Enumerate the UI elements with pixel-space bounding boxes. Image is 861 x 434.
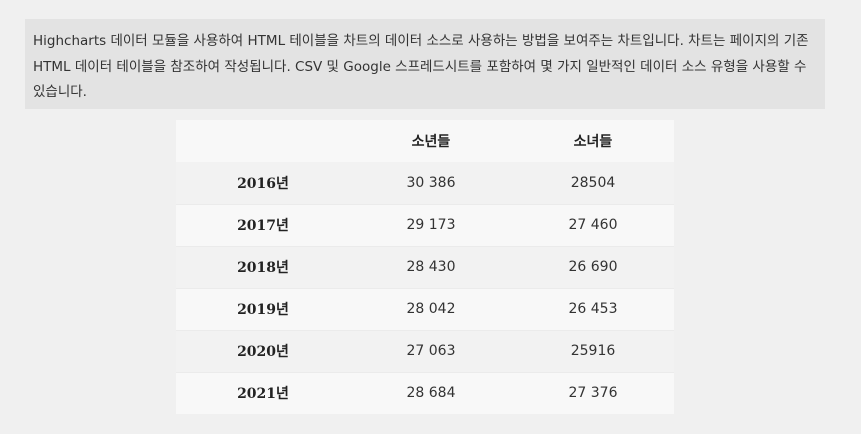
cell-girls: 26 690 [512,245,674,288]
row-year: 2017년 [176,203,350,246]
data-table-container: 소년들 소녀들 2016년 30 386 28504 2017년 29 173 … [176,120,674,416]
header-boys: 소년들 [350,120,512,162]
cell-boys: 28 042 [350,287,512,330]
table-row: 2017년 29 173 27 460 [176,203,674,246]
table-row: 2021년 28 684 27 376 [176,371,674,414]
header-row: 소년들 소녀들 [176,120,674,162]
cell-boys: 29 173 [350,203,512,246]
data-table: 소년들 소녀들 2016년 30 386 28504 2017년 29 173 … [176,120,674,414]
row-year: 2016년 [237,175,289,192]
cell-girls: 27 376 [512,371,674,414]
cell-girls: 26 453 [512,287,674,330]
table-body: 2016년 30 386 28504 2017년 29 173 27 460 2… [176,162,674,414]
table-header: 소년들 소녀들 [176,120,674,162]
cell-boys: 27 063 [350,329,512,372]
row-year: 2020년 [176,329,350,372]
cell-girls: 27 460 [512,203,674,246]
cell-girls: 25916 [512,329,674,372]
row-year: 2021년 [176,371,350,414]
header-empty-cell [176,120,350,162]
table-row: 2016년 30 386 28504 [176,162,674,204]
table-row: 2019년 28 042 26 453 [176,287,674,330]
cell-boys: 28 430 [350,245,512,288]
table-row: 2020년 27 063 25916 [176,329,674,372]
cell-boys: 30 386 [406,174,456,191]
cell-girls: 28504 [570,174,616,191]
table-row: 2018년 28 430 26 690 [176,245,674,288]
cell-boys: 28 684 [350,371,512,414]
chart-description: Highcharts 데이터 모듈을 사용하여 HTML 테이블을 차트의 데이… [25,19,825,109]
header-girls: 소녀들 [512,120,674,162]
row-year: 2019년 [176,287,350,330]
row-year: 2018년 [176,245,350,288]
